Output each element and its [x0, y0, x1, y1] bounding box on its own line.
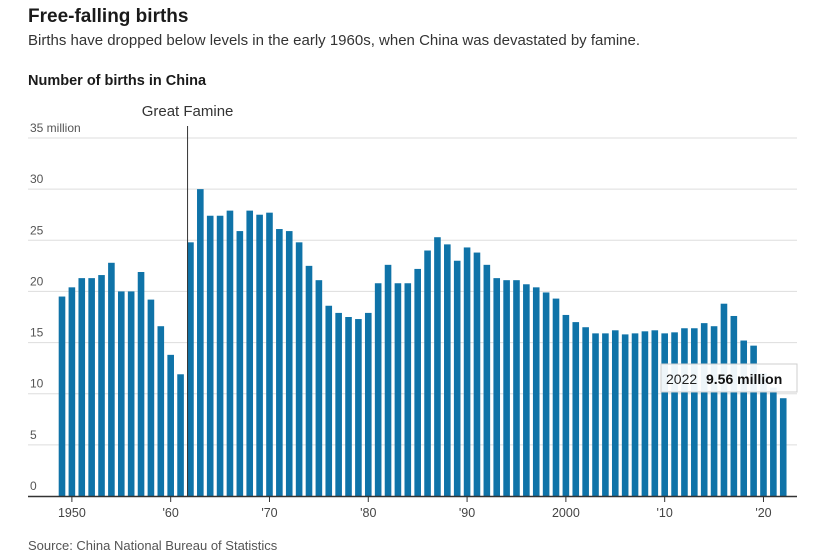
bar-1974 [305, 265, 313, 496]
bar-1977 [335, 312, 342, 496]
bar-1958 [147, 299, 155, 496]
x-tick-label: '60 [163, 506, 179, 520]
bar-1968 [246, 210, 254, 496]
y-tick-label: 10 [30, 377, 44, 391]
bar-1999 [552, 298, 560, 496]
chart-heading: Number of births in China [28, 73, 207, 89]
chart-title: Free-falling births [28, 6, 189, 27]
bar-2005 [611, 330, 619, 496]
bar-1998 [542, 292, 550, 496]
bar-1956 [127, 291, 135, 496]
bar-2001 [572, 322, 580, 496]
bar-2004 [602, 333, 609, 496]
bar-1966 [226, 210, 234, 496]
bar-1970 [266, 212, 273, 496]
bar-2006 [621, 334, 629, 496]
bar-1993 [493, 278, 501, 496]
bar-2008 [641, 331, 649, 496]
x-tick-label: '80 [360, 506, 376, 520]
bar-1950 [68, 287, 76, 496]
x-tick-label: 1950 [58, 506, 86, 520]
bar-1992 [483, 264, 491, 496]
y-tick-label: 30 [30, 172, 44, 186]
y-tick-label: 15 [30, 326, 44, 340]
y-tick-label: 35 million [30, 121, 81, 135]
x-tick-label: '70 [261, 506, 277, 520]
bar-2002 [582, 327, 589, 496]
bar-1972 [285, 231, 293, 496]
callout-box [660, 363, 798, 393]
chart-subtitle: Births have dropped below levels in the … [28, 32, 641, 49]
y-tick-label: 20 [30, 274, 44, 288]
bar-1959 [157, 326, 165, 496]
bar-2011 [671, 332, 678, 496]
bar-2018 [740, 340, 748, 496]
bar-1978 [345, 317, 352, 496]
bar-2012 [681, 328, 688, 496]
bar-2007 [631, 333, 639, 496]
bar-2022 [779, 398, 787, 496]
callout-year: 2022 [666, 371, 697, 387]
bar-1996 [523, 284, 530, 496]
x-tick-label: 2000 [552, 506, 580, 520]
bar-1965 [216, 215, 224, 497]
bar-1957 [137, 271, 145, 496]
bar-2003 [592, 333, 599, 496]
source-note: Source: China National Bureau of Statist… [28, 538, 278, 553]
x-tick-label: '90 [459, 506, 475, 520]
bar-2017 [730, 315, 738, 496]
bar-1981 [374, 283, 382, 496]
bar-2000 [562, 314, 570, 496]
bar-1962 [187, 242, 194, 496]
bar-1990 [463, 247, 471, 496]
y-tick-label: 5 [30, 428, 37, 442]
bar-1969 [256, 214, 263, 496]
x-tick-label: '20 [755, 506, 771, 520]
bar-1983 [394, 283, 402, 496]
bar-1984 [404, 283, 412, 496]
callout-value: 9.56 million [706, 371, 782, 387]
bar-1951 [78, 278, 86, 496]
bar-1963 [197, 189, 204, 496]
bar-1967 [236, 231, 244, 496]
bar-1961 [177, 374, 184, 496]
y-tick-label: 25 [30, 223, 44, 237]
bar-1964 [206, 215, 214, 497]
bar-1994 [503, 280, 510, 496]
x-tick-label: '10 [657, 506, 673, 520]
bar-1952 [88, 278, 95, 496]
bar-1988 [444, 244, 451, 496]
bar-2013 [691, 328, 698, 496]
bar-1960 [167, 354, 174, 496]
bar-1979 [355, 319, 362, 496]
bar-2021 [770, 387, 777, 496]
bar-1982 [384, 264, 392, 496]
bar-2014 [700, 323, 708, 496]
bar-1955 [117, 291, 125, 496]
bar-1997 [532, 287, 540, 496]
bar-1986 [424, 250, 431, 496]
y-tick-label: 0 [30, 479, 37, 493]
bar-1987 [434, 237, 441, 496]
bar-2020 [760, 373, 767, 496]
bar-1980 [364, 312, 372, 496]
bar-1953 [98, 275, 105, 496]
bar-1975 [315, 280, 323, 496]
bar-2019 [750, 345, 757, 496]
bar-2015 [710, 326, 718, 496]
bar-1995 [513, 280, 520, 496]
bar-2016 [720, 303, 728, 496]
bar-1985 [414, 268, 421, 496]
bar-1971 [276, 229, 283, 496]
bar-2010 [661, 333, 668, 496]
bar-1976 [325, 305, 333, 496]
bar-1949 [58, 296, 66, 496]
bar-1973 [295, 242, 303, 496]
bar-1954 [108, 262, 115, 496]
famine-label: Great Famine [142, 103, 234, 120]
bar-1991 [473, 252, 481, 496]
bar-2009 [651, 330, 659, 496]
bar-1989 [453, 260, 461, 496]
